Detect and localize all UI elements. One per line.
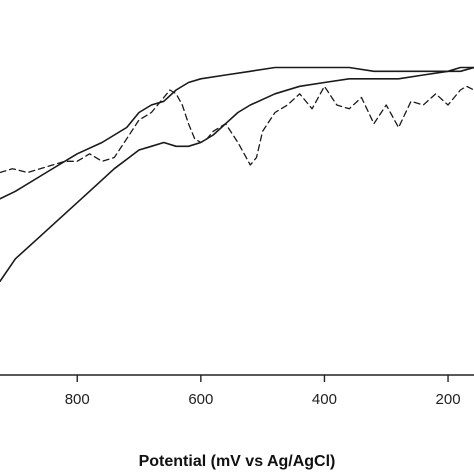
x-axis-title: Potential (mV vs Ag/AgCl) [139,453,336,470]
series-line-3 [0,85,474,174]
x-tick-label-200: 200 [436,391,461,408]
x-tick-label-600: 600 [188,391,213,408]
x-tick-layer: 800 600 400 200 [65,375,461,408]
x-tick-label-400: 400 [312,391,337,408]
series-layer [0,66,474,283]
series-line-1 [0,66,474,200]
x-tick-label-800: 800 [65,391,90,408]
series-line-2 [0,66,474,283]
